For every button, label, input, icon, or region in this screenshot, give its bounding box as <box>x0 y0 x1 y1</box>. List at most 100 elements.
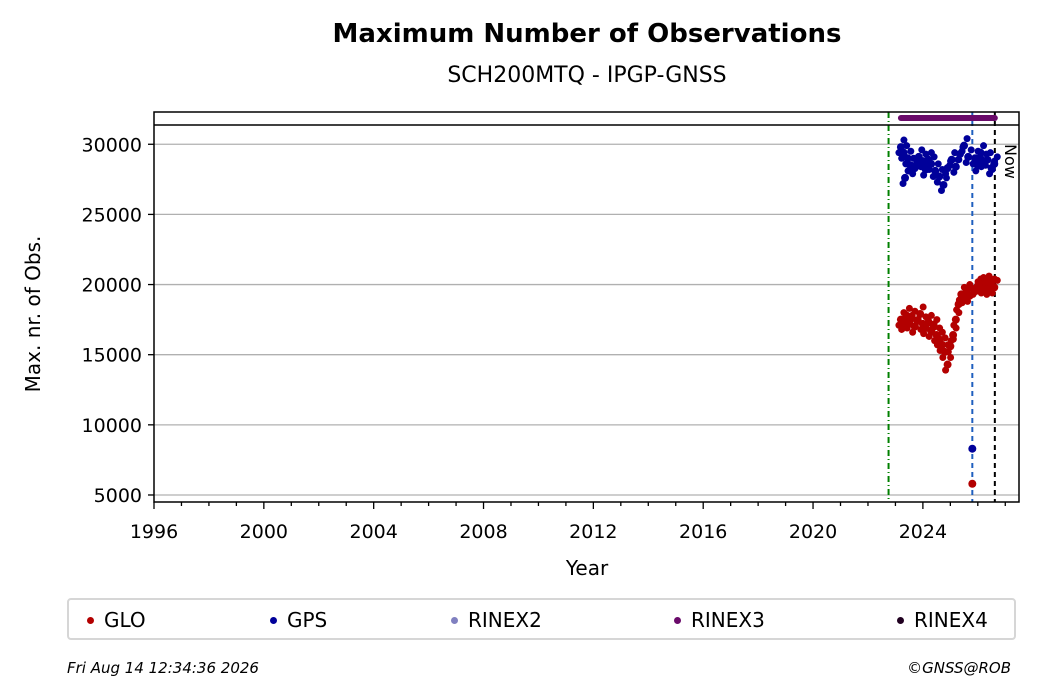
legend-label-rinex4: RINEX4 <box>914 608 988 632</box>
y-axis: 5000 10000 15000 20000 25000 30000 <box>82 134 154 507</box>
point-gps-11-c <box>929 173 937 181</box>
point-gps-18-c <box>958 147 966 155</box>
y-tick-label-5000: 5000 <box>94 485 142 507</box>
point-gps-3-b <box>907 147 915 155</box>
point-glo-34 <box>990 283 999 292</box>
point-gps-10 <box>927 159 936 168</box>
point-glo-5-c <box>909 328 917 336</box>
point-gps-16-c <box>950 168 958 176</box>
point-gps-13 <box>939 180 948 189</box>
legend-marker-rinex4 <box>897 616 904 624</box>
point-gps-10-c <box>925 166 933 174</box>
point-glo-12 <box>929 322 938 331</box>
point-gps-11-b <box>934 160 942 168</box>
point-gps-8-c <box>920 171 928 179</box>
point-glo-16-c <box>939 354 947 362</box>
point-glo-19 <box>949 331 958 340</box>
point-glo-9-c <box>920 330 928 338</box>
legend-marker-rinex3 <box>674 616 681 624</box>
point-glo-17-c <box>942 366 950 374</box>
point-gps-2-c <box>899 180 907 188</box>
legend-item-rinex3: RINEX3 <box>674 608 765 632</box>
x-tick-label-2008: 2008 <box>459 521 507 543</box>
point-glo-12-b <box>933 316 941 324</box>
point-glo-7-b <box>919 303 927 311</box>
point-glo-10 <box>924 318 933 327</box>
y-axis-label: Max. nr. of Obs. <box>21 236 45 393</box>
point-gps-20 <box>968 444 977 453</box>
vertical-lines: Now <box>887 112 1020 502</box>
point-gps-13-c <box>937 187 945 195</box>
point-glo-18-c <box>944 348 952 356</box>
point-gps-14-c <box>942 170 950 178</box>
x-axis: 1996 2000 2004 2008 2012 2016 2020 2024 <box>130 502 1006 543</box>
x-tick-label-2004: 2004 <box>350 521 398 543</box>
y-tick-label-20000: 20000 <box>82 275 142 297</box>
point-glo-25-c <box>964 297 972 305</box>
x-tick-label-2012: 2012 <box>569 521 617 543</box>
point-glo-34-c <box>988 289 996 297</box>
gridlines <box>154 143 1019 496</box>
legend-label-rinex3: RINEX3 <box>691 608 765 632</box>
point-glo-2-b <box>905 304 913 312</box>
point-gps-15 <box>947 155 956 164</box>
point-glo-23-c <box>958 299 966 307</box>
plot-frame <box>153 111 1020 503</box>
legend-label-gps: GPS <box>287 608 328 632</box>
chart-title: Maximum Number of Observations <box>333 19 842 49</box>
y-tick-label-15000: 15000 <box>82 345 142 367</box>
x-tick-label-2024: 2024 <box>899 521 947 543</box>
point-gps-19 <box>964 152 973 161</box>
point-glo-6-c <box>911 323 919 331</box>
point-gps-10-b <box>930 153 938 161</box>
point-glo-10-b <box>927 311 935 319</box>
point-gps-27-b <box>993 153 1001 161</box>
y-tick-label-10000: 10000 <box>82 415 142 437</box>
point-glo-7 <box>916 310 925 319</box>
chart-subtitle: SCH200MTQ - IPGP-GNSS <box>447 63 726 88</box>
legend-marker-glo <box>87 616 94 624</box>
point-gps-2 <box>901 173 910 182</box>
point-glo-17-b <box>947 354 955 362</box>
legend-item-rinex2: RINEX2 <box>451 608 542 632</box>
point-glo-15 <box>938 340 947 349</box>
point-gps-25 <box>983 155 992 164</box>
point-glo-19-c <box>947 337 955 345</box>
point-gps-27 <box>990 159 999 168</box>
point-glo-1-c <box>898 325 906 333</box>
point-gps-25-b <box>986 149 994 157</box>
point-gps-1 <box>899 148 908 157</box>
point-gps-19-b <box>967 146 975 154</box>
point-glo-26 <box>968 479 977 488</box>
point-gps-23-b <box>980 142 988 150</box>
legend-label-rinex2: RINEX2 <box>468 608 542 632</box>
point-glo-20 <box>951 315 960 324</box>
point-glo-14-b <box>938 328 946 336</box>
x-tick-label-2020: 2020 <box>789 521 837 543</box>
y-tick-label-30000: 30000 <box>82 134 142 156</box>
y-tick-label-25000: 25000 <box>82 204 142 226</box>
data-points <box>895 115 1001 488</box>
point-gps-18-b <box>963 135 971 143</box>
point-glo-20-c <box>950 321 958 329</box>
point-gps-5 <box>910 164 919 173</box>
point-gps-0-b <box>900 136 908 144</box>
point-gps-17-c <box>954 156 962 164</box>
point-gps-23 <box>976 148 985 157</box>
x-tick-label-1996: 1996 <box>130 521 178 543</box>
point-gps-11 <box>931 166 940 175</box>
legend-marker-rinex2 <box>451 616 458 624</box>
x-tick-label-2000: 2000 <box>240 521 288 543</box>
point-gps-3 <box>903 154 912 163</box>
legend-item-rinex4: RINEX4 <box>897 608 988 632</box>
x-tick-label-2016: 2016 <box>679 521 727 543</box>
legend: GLO GPS RINEX2 RINEX3 RINEX4 <box>67 598 1016 640</box>
legend-item-glo: GLO <box>87 608 146 632</box>
point-gps-18 <box>960 141 969 150</box>
legend-label-glo: GLO <box>104 608 146 632</box>
legend-marker-gps <box>270 616 277 624</box>
now-label: Now <box>1001 144 1020 179</box>
point-glo-34-b <box>993 276 1001 284</box>
point-gps-1-c <box>898 154 906 162</box>
chart-area: Maximum Number of Observations SCH200MTQ… <box>21 19 1020 580</box>
